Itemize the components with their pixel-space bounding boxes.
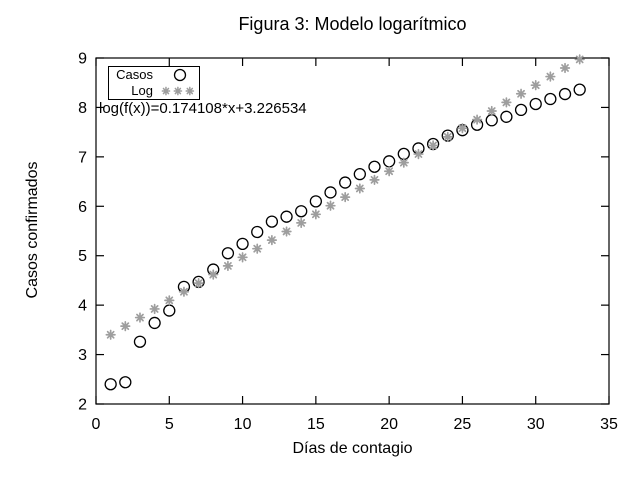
log-point	[325, 200, 336, 211]
log-point	[369, 174, 380, 185]
log-point	[442, 131, 453, 142]
y-tick-label: 2	[78, 397, 87, 414]
casos-point	[368, 160, 381, 173]
log-point	[471, 114, 483, 125]
plot-border	[95, 57, 610, 405]
casos-point	[133, 335, 147, 348]
x-tick-label: 25	[454, 416, 472, 433]
x-tick-label: 30	[527, 416, 545, 433]
y-tick-label: 5	[78, 248, 87, 265]
legend-entry-log: Log	[109, 83, 199, 99]
casos-point	[236, 237, 249, 251]
log-point	[340, 191, 351, 203]
log-point	[237, 252, 248, 263]
log-point	[398, 157, 409, 168]
x-axis-label: Días de contagio	[292, 440, 413, 457]
casos-point	[558, 87, 572, 101]
casos-point	[119, 376, 132, 389]
legend-label-casos: Casos	[116, 67, 153, 82]
fit-equation-annotation: log(f(x))=0.174108*x+3.226534	[99, 100, 307, 117]
casos-point	[514, 103, 528, 117]
open-circle-marker-icon	[173, 68, 187, 82]
y-tick-label: 6	[78, 199, 87, 216]
casos-point	[573, 83, 586, 96]
log-point	[515, 88, 527, 99]
casos-point	[544, 92, 557, 106]
casos-point	[529, 97, 542, 111]
log-point	[149, 303, 160, 315]
x-tick-label: 35	[600, 416, 618, 433]
log-point	[574, 54, 585, 65]
casos-point	[485, 114, 498, 127]
y-tick-label: 4	[78, 298, 87, 315]
chart-title: Figura 3: Modelo logarítmico	[238, 14, 467, 34]
x-tick-label: 20	[380, 416, 398, 433]
y-tick-label: 9	[78, 51, 87, 68]
log-point	[120, 321, 131, 332]
x-tick-label: 10	[234, 416, 252, 433]
casos-point	[500, 110, 513, 123]
casos-point	[221, 247, 235, 260]
casos-point	[382, 155, 396, 168]
casos-point	[353, 168, 366, 181]
legend-label-log: Log	[131, 83, 153, 98]
log-point	[413, 148, 424, 160]
log-point	[530, 80, 541, 91]
casos-point	[295, 205, 308, 218]
log-point	[310, 209, 322, 220]
log-point	[134, 312, 146, 323]
casos-point	[251, 225, 264, 239]
x-tick-label: 5	[165, 416, 174, 433]
log-point	[354, 183, 365, 194]
casos-point	[163, 304, 176, 317]
log-point	[252, 243, 263, 254]
asterisk-marker-icon	[161, 86, 195, 96]
log-point	[178, 286, 190, 297]
log-point	[266, 234, 278, 246]
casos-point	[309, 195, 323, 208]
log-point	[559, 62, 571, 74]
log-point	[208, 269, 219, 280]
casos-point	[280, 210, 293, 223]
x-tick-label: 15	[307, 416, 325, 433]
log-point	[105, 329, 116, 340]
log-point	[281, 226, 292, 237]
casos-point	[104, 378, 117, 391]
y-tick-label: 3	[78, 347, 87, 364]
legend-entry-casos: Casos	[109, 67, 199, 83]
log-point	[164, 295, 175, 306]
log-point	[193, 277, 204, 289]
legend-box: Casos Log	[108, 66, 200, 100]
log-point	[545, 71, 556, 82]
casos-point	[265, 215, 279, 228]
log-point	[383, 166, 395, 177]
log-point	[296, 217, 307, 229]
log-point	[501, 97, 512, 108]
casos-point	[148, 316, 161, 330]
log-point	[457, 123, 468, 134]
casos-point	[324, 186, 337, 199]
x-tick-label: 0	[92, 416, 101, 433]
y-tick-label: 8	[78, 100, 87, 117]
casos-point	[339, 176, 352, 189]
y-tick-label: 7	[78, 149, 87, 166]
log-point	[222, 260, 234, 272]
log-point	[486, 105, 497, 117]
log-point	[427, 140, 439, 151]
